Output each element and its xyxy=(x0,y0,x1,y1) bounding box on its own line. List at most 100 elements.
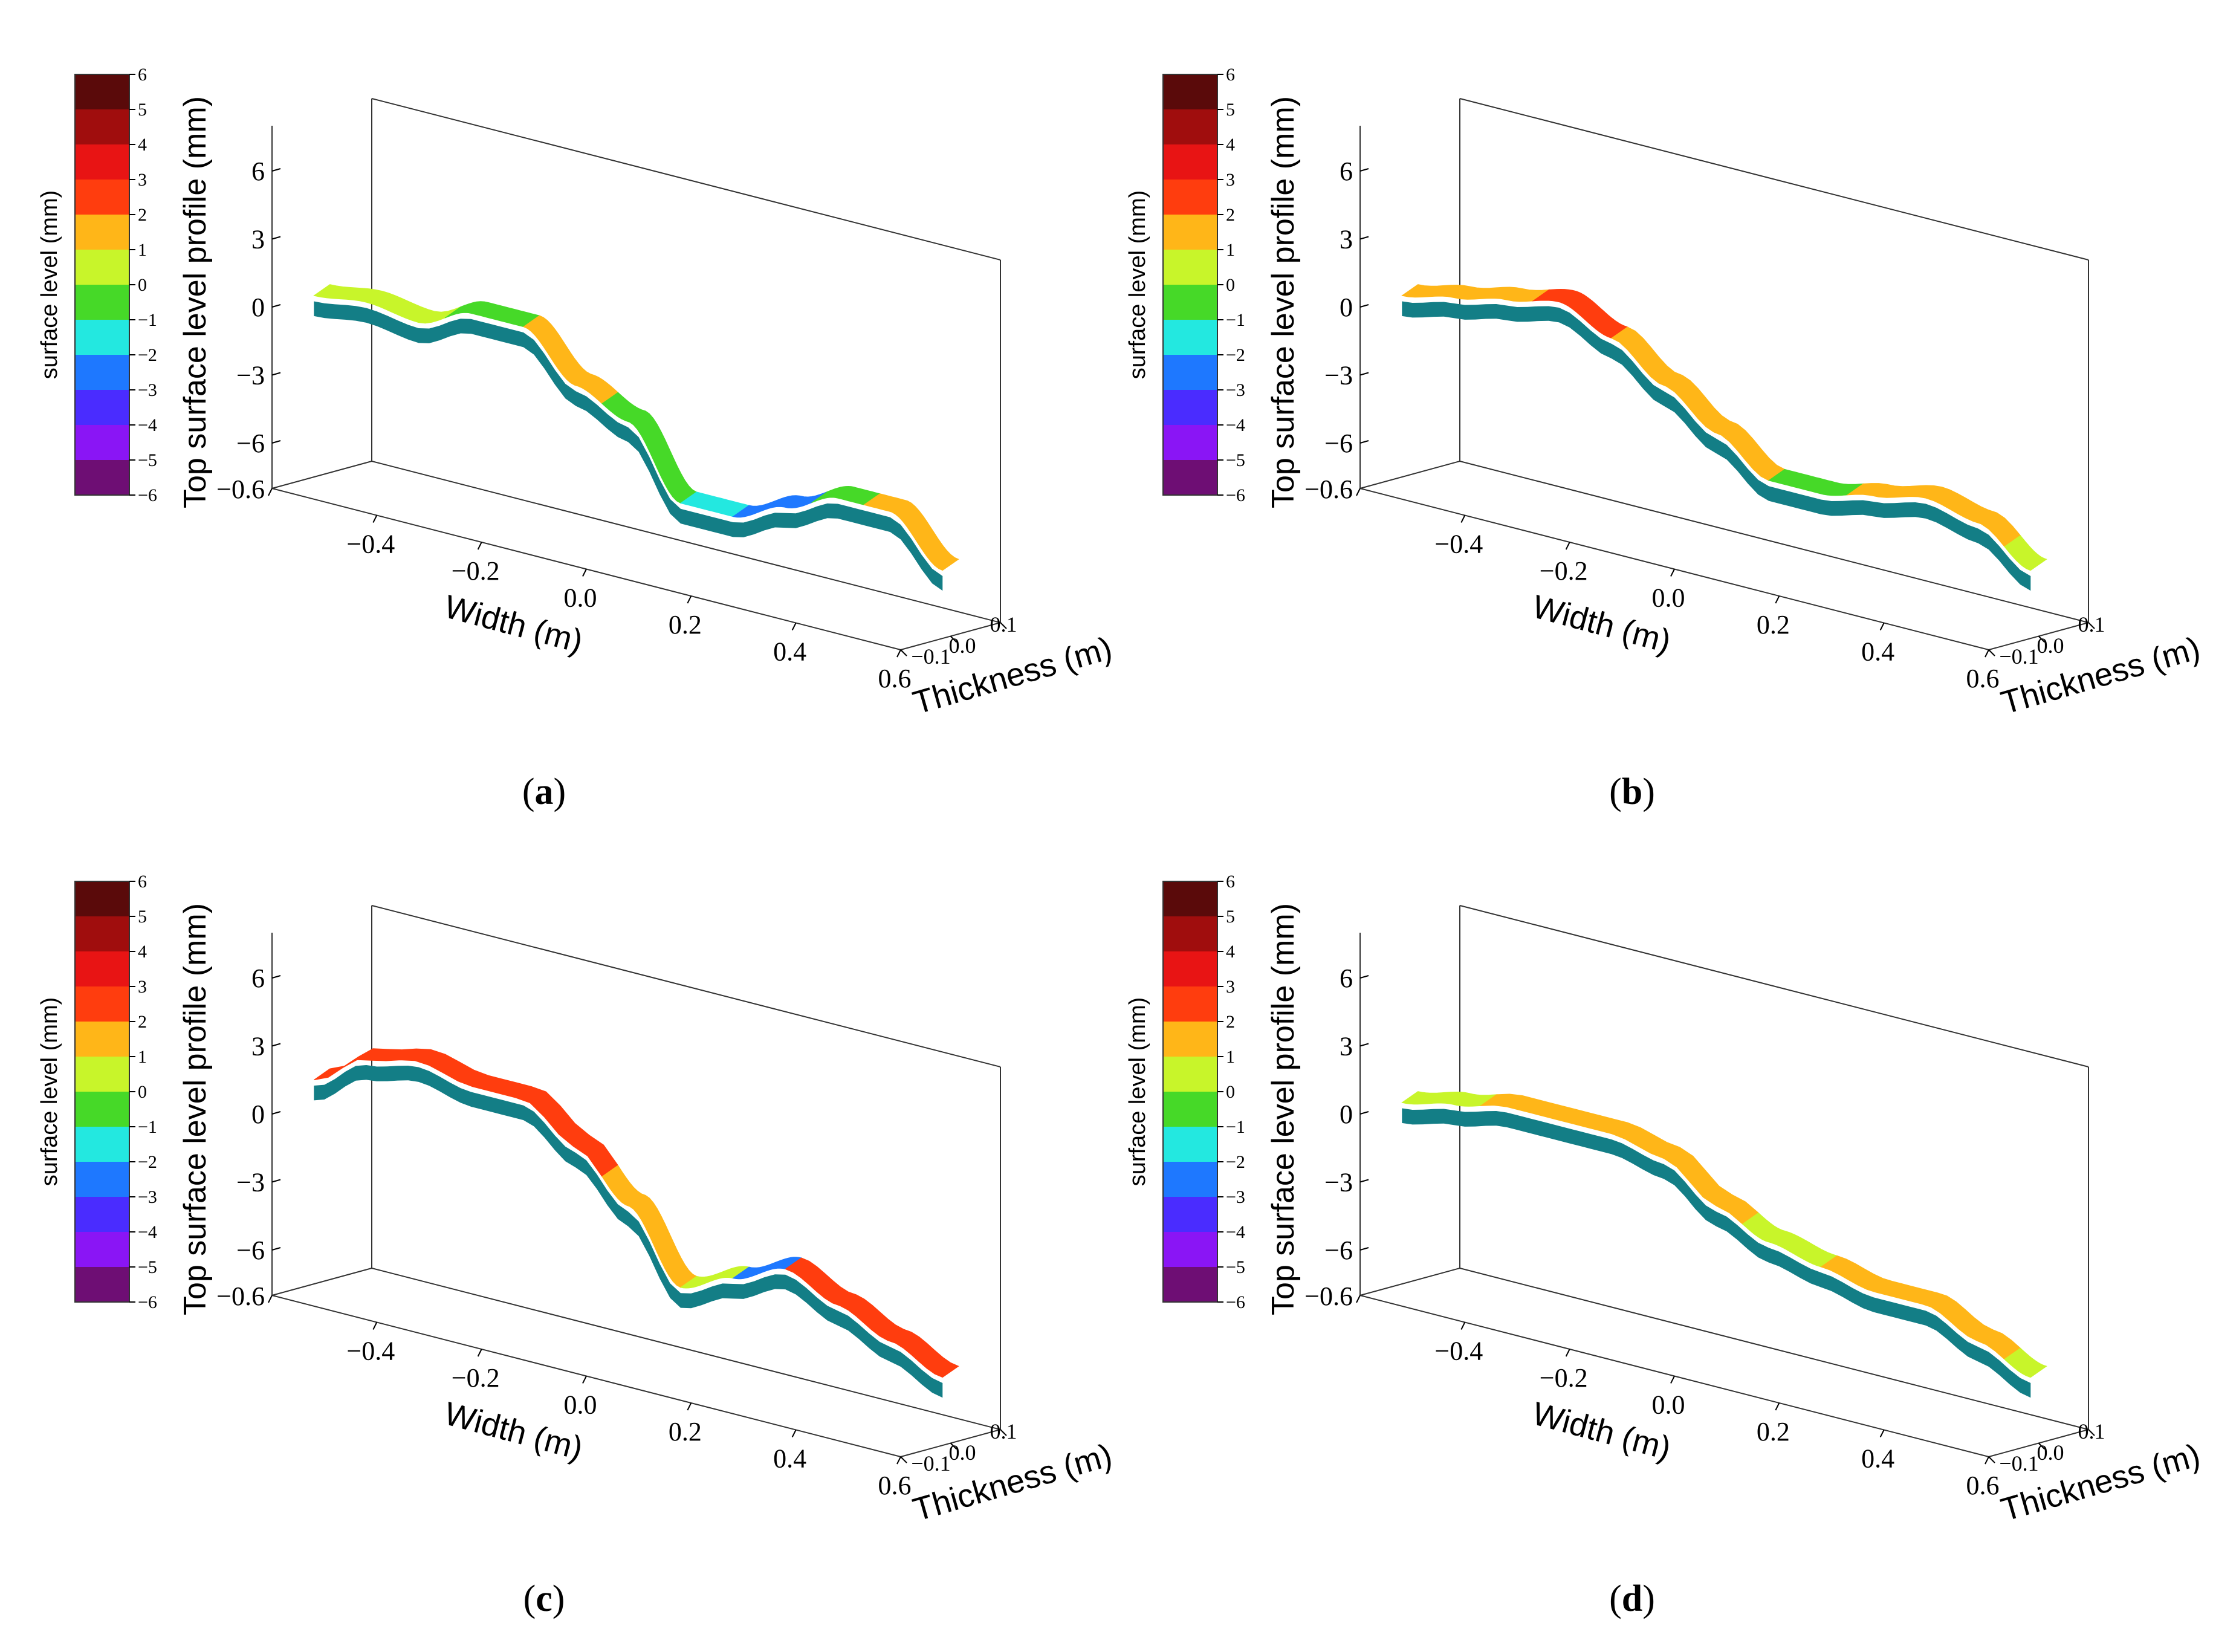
x-tick-label: −0.4 xyxy=(1434,530,1483,559)
y-tick xyxy=(2038,1442,2046,1450)
y-axis-label: Thickness (m) xyxy=(909,1437,1116,1528)
colorbar-tick-label: 0 xyxy=(138,1082,147,1102)
x-tick xyxy=(1356,1295,1361,1303)
x-tick xyxy=(372,1322,378,1330)
y-tick xyxy=(1000,1429,1007,1436)
y-axis-label: Thickness (m) xyxy=(909,630,1116,721)
colorbar-band xyxy=(1163,1232,1217,1267)
z-tick xyxy=(1359,372,1369,376)
z-tick-label: −3 xyxy=(1324,361,1353,390)
colorbar-band xyxy=(75,425,129,460)
colorbar-tick-label: −5 xyxy=(138,450,157,470)
y-tick xyxy=(950,1442,957,1450)
colorbar-band xyxy=(75,1232,129,1267)
x-tick xyxy=(582,1376,587,1384)
colorbar: 6 5 4 3 2 1 0 −1 −2 −3 −4 −5 −6 surface level (mm) xyxy=(1125,65,1245,505)
z-tick xyxy=(1359,1111,1369,1115)
colorbar-tick-label: 6 xyxy=(1226,65,1235,85)
x-tick-label: 0.4 xyxy=(1861,637,1894,667)
colorbar-tick-label: −4 xyxy=(1226,1222,1245,1242)
caption-letter: d xyxy=(1622,1578,1642,1619)
z-tick xyxy=(1359,975,1369,979)
colorbar-band xyxy=(1163,951,1217,986)
surface-region xyxy=(1401,284,1550,302)
colorbar-tick-label: 1 xyxy=(1226,1047,1235,1067)
surface-region xyxy=(2004,1347,2047,1378)
colorbar-tick-label: 4 xyxy=(138,135,147,155)
y-tick xyxy=(900,1456,907,1463)
colorbar-tick-label: 6 xyxy=(138,65,147,85)
y-axis-label: Thickness (m) xyxy=(1997,630,2204,721)
z-tick-label: −3 xyxy=(1324,1168,1353,1197)
colorbar-tick-label: 0 xyxy=(1226,1082,1235,1102)
colorbar-tick-label: 0 xyxy=(1226,275,1235,295)
surface xyxy=(1401,1091,2047,1398)
z-tick xyxy=(271,304,281,308)
colorbar: 6 5 4 3 2 1 0 −1 −2 −3 −4 −5 −6 surface level (mm) xyxy=(37,872,157,1312)
colorbar-label: surface level (mm) xyxy=(1125,190,1150,380)
z-tick-label: 3 xyxy=(251,225,265,254)
axes-edge xyxy=(1459,98,2089,261)
x-tick xyxy=(1775,595,1780,604)
x-tick xyxy=(477,1349,482,1357)
caption-letter: c xyxy=(536,1578,552,1619)
z-tick-label: 6 xyxy=(1340,157,1353,186)
colorbar-band xyxy=(75,1267,129,1302)
colorbar-tick-label: −6 xyxy=(1226,1292,1245,1312)
colorbar-band xyxy=(75,250,129,285)
x-tick xyxy=(1775,1402,1780,1411)
surface-region xyxy=(863,493,959,571)
x-tick-label: 0.2 xyxy=(669,610,702,640)
colorbar-tick-label: −6 xyxy=(1226,485,1245,505)
y-tick xyxy=(2088,1429,2095,1436)
z-tick xyxy=(271,1179,281,1183)
axes-edge xyxy=(1359,1268,1460,1296)
z-tick-label: −6 xyxy=(1324,429,1353,458)
x-tick xyxy=(1460,515,1466,523)
colorbar-tick-label: −4 xyxy=(138,415,157,435)
z-tick xyxy=(271,975,281,979)
z-tick-label: 6 xyxy=(251,157,265,186)
x-tick-label: −0.4 xyxy=(346,1336,395,1366)
y-tick-label: 0.0 xyxy=(2037,1440,2064,1465)
z-tick-label: −6 xyxy=(236,1236,265,1265)
z-tick-label: −3 xyxy=(236,361,265,390)
x-tick-label: 0.2 xyxy=(669,1417,702,1446)
x-tick-label: 0.4 xyxy=(773,1444,806,1474)
caption-paren: ) xyxy=(552,1578,565,1619)
colorbar-tick-label: −1 xyxy=(1226,310,1245,330)
z-tick xyxy=(271,168,281,172)
x-tick-label: 0.0 xyxy=(1652,583,1685,613)
x-tick xyxy=(1879,623,1885,630)
caption-paren: ) xyxy=(1642,1578,1655,1619)
colorbar-label: surface level (mm) xyxy=(37,997,62,1187)
colorbar-tick-label: 3 xyxy=(138,170,147,190)
y-tick xyxy=(2038,635,2046,643)
x-tick-label: −0.6 xyxy=(1304,475,1353,504)
colorbar-band xyxy=(1163,180,1217,215)
axes-edge xyxy=(371,1268,1001,1430)
x-tick xyxy=(1356,488,1361,496)
z-axis-label: Top surface level profile (mm) xyxy=(1266,96,1301,508)
panel-b: 6 5 4 3 2 1 0 −1 −2 −3 −4 −5 −6 surface level (mm) −6 −… xyxy=(1125,65,2204,812)
x-tick-label: 0.6 xyxy=(878,664,912,693)
axes-edge xyxy=(371,905,1001,1067)
colorbar-tick-label: 4 xyxy=(1226,135,1235,155)
y-tick-label: 0.1 xyxy=(990,1419,1017,1443)
colorbar-band xyxy=(75,109,129,144)
colorbar-band xyxy=(75,215,129,250)
y-tick-label: −0.1 xyxy=(1999,644,2038,669)
colorbar-tick-label: 2 xyxy=(1226,1012,1235,1032)
x-tick xyxy=(372,515,378,523)
axes-edge xyxy=(371,461,1001,623)
z-tick xyxy=(1359,168,1369,172)
panel-a: 6 5 4 3 2 1 0 −1 −2 −3 −4 −5 −6 surface level (mm) −6 −… xyxy=(37,65,1116,812)
y-tick xyxy=(1988,649,1995,656)
z-axis-label: Top surface level profile (mm) xyxy=(178,96,213,508)
x-tick-label: −0.4 xyxy=(1434,1336,1483,1366)
colorbar-band xyxy=(75,1127,129,1162)
axes-edge xyxy=(1459,1268,2089,1430)
z-tick-label: 6 xyxy=(1340,964,1353,993)
surface-underside xyxy=(1402,301,2031,591)
x-tick-label: −0.6 xyxy=(216,475,265,504)
